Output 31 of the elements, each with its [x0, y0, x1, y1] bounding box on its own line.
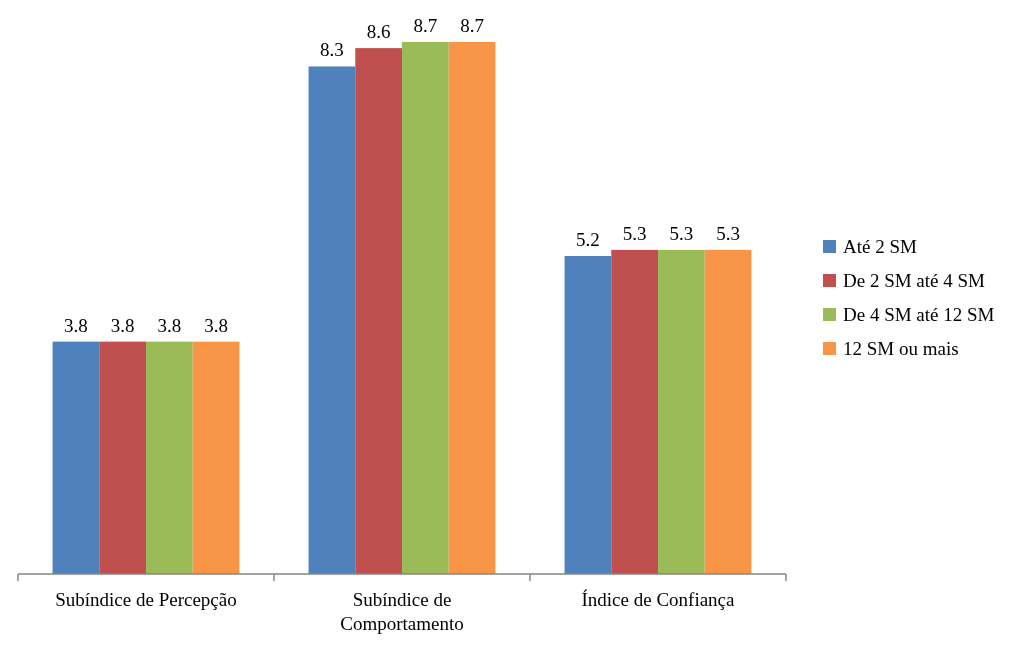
- bar: [658, 249, 705, 574]
- data-label: 3.8: [110, 314, 135, 336]
- data-label: 3.8: [64, 314, 88, 336]
- legend-label: 12 SM ou mais: [843, 338, 959, 359]
- data-label: 5.2: [576, 229, 600, 251]
- bar: [704, 249, 752, 574]
- data-label: 8.3: [320, 39, 344, 61]
- bar: [146, 341, 193, 574]
- bar: [448, 42, 496, 574]
- legend-label: De 2 SM até 4 SM: [843, 270, 986, 291]
- bar: [402, 42, 449, 574]
- legend-label: Até 2 SM: [843, 236, 917, 257]
- bar: [355, 48, 402, 574]
- bar: [52, 341, 100, 574]
- bar: [308, 66, 356, 574]
- x-tick-label: Subíndice de Percepção: [55, 589, 237, 610]
- bar: [564, 256, 612, 574]
- x-tick-label: Subíndice de Comportamento: [340, 589, 464, 634]
- data-label: 5.3: [622, 222, 647, 244]
- data-label: 5.3: [716, 222, 740, 244]
- data-label: 8.7: [413, 15, 438, 36]
- x-tick-label: Índice de Confiança: [581, 589, 736, 610]
- bar: [99, 341, 146, 574]
- data-label: 8.6: [366, 21, 391, 43]
- bar: [611, 249, 658, 574]
- data-label: 3.8: [157, 314, 182, 336]
- data-label: 8.7: [460, 15, 484, 36]
- bar: [192, 341, 240, 574]
- data-label: 3.8: [204, 314, 228, 336]
- data-label: 5.3: [669, 222, 694, 244]
- legend-label: De 4 SM até 12 SM: [843, 304, 995, 325]
